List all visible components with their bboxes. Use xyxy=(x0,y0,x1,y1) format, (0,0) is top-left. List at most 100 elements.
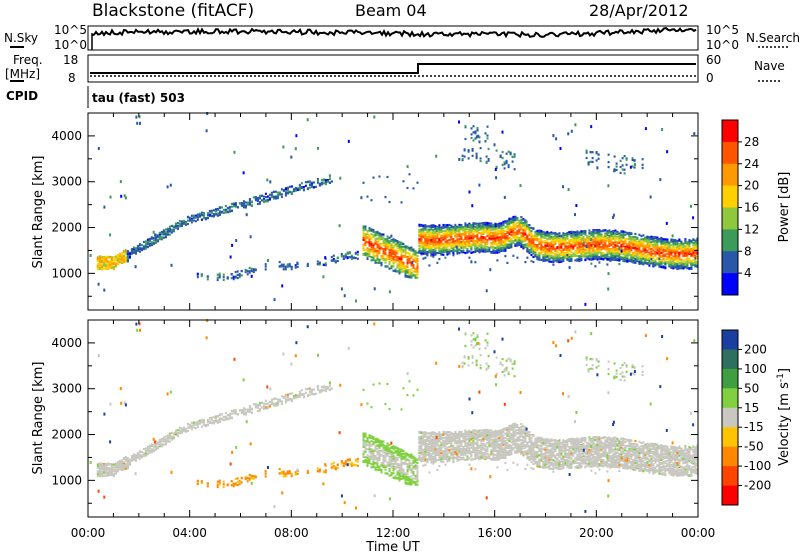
power-cell xyxy=(540,244,543,247)
power-cell xyxy=(192,216,195,219)
power-cell xyxy=(638,245,641,248)
power-cell xyxy=(442,249,445,252)
power-cell xyxy=(414,253,417,256)
power-cell xyxy=(404,252,407,255)
power-cell xyxy=(634,257,637,260)
power-cell xyxy=(378,250,381,253)
power-cell xyxy=(216,212,219,215)
power-cell xyxy=(600,252,603,255)
power-cell xyxy=(588,238,591,241)
power-cell xyxy=(344,256,347,259)
power-cell xyxy=(512,231,515,234)
power-cell xyxy=(492,246,495,249)
power-cell xyxy=(468,235,471,238)
power-cell xyxy=(442,253,445,256)
power-cell xyxy=(180,220,183,223)
power-cell xyxy=(632,240,635,244)
power-cell xyxy=(304,184,307,187)
power-cell xyxy=(592,240,595,243)
power-cell xyxy=(144,247,147,250)
power-cell xyxy=(616,252,619,255)
power-cell xyxy=(676,257,679,260)
power-cell xyxy=(588,244,591,247)
power-cell xyxy=(598,229,601,232)
power-cell xyxy=(388,261,391,264)
power-cell xyxy=(296,188,299,192)
power-cell xyxy=(396,265,399,268)
power-cell xyxy=(540,238,543,241)
power-cell xyxy=(394,250,397,253)
power-cell xyxy=(680,258,683,261)
power-cell xyxy=(662,253,665,256)
power-cell xyxy=(408,270,411,273)
power-cell xyxy=(432,234,435,238)
power-cell xyxy=(506,231,509,234)
power-cell xyxy=(662,240,665,243)
power-cell xyxy=(646,243,649,246)
power-cell xyxy=(356,250,359,253)
power-cell xyxy=(670,247,673,250)
power-cell xyxy=(672,238,675,242)
power-cell xyxy=(380,256,383,259)
power-cell xyxy=(216,207,219,211)
power-cell xyxy=(546,237,549,240)
power-cell xyxy=(398,259,401,263)
power-cell xyxy=(452,252,455,255)
power-cell xyxy=(136,244,139,248)
power-cell xyxy=(542,240,545,243)
power-cell xyxy=(372,229,375,232)
power-cell xyxy=(672,249,675,252)
power-cell xyxy=(450,244,453,247)
power-cell xyxy=(342,255,345,258)
power-cell xyxy=(148,238,151,241)
power-cell xyxy=(558,252,561,255)
power-cell xyxy=(196,272,199,275)
power-cell xyxy=(432,233,435,236)
power-cell xyxy=(608,236,611,239)
power-cell xyxy=(528,227,531,230)
power-cell xyxy=(666,249,669,252)
power-cell xyxy=(528,241,531,244)
power-cell xyxy=(594,256,597,259)
power-cell xyxy=(584,238,587,241)
power-cell xyxy=(264,263,267,266)
power-cell xyxy=(396,242,399,245)
power-cell xyxy=(634,244,637,247)
power-cell xyxy=(480,238,483,241)
power-cell xyxy=(370,259,373,262)
power-cell xyxy=(234,205,237,208)
power-cell xyxy=(612,254,615,258)
power-cell xyxy=(664,249,667,252)
power-cell xyxy=(562,242,565,245)
power-cell xyxy=(412,265,415,268)
power-cell xyxy=(524,226,527,229)
power-cell xyxy=(442,223,445,227)
power-cell xyxy=(496,247,499,250)
power-cell xyxy=(526,256,529,259)
power-cell xyxy=(630,242,633,245)
power-cell xyxy=(646,255,649,258)
power-cell xyxy=(406,258,409,261)
power-cell xyxy=(416,276,419,279)
power-cell xyxy=(298,187,301,190)
power-cell xyxy=(596,232,599,235)
power-cell xyxy=(660,255,663,258)
power-cell xyxy=(606,247,609,250)
power-cell xyxy=(474,226,477,229)
power-cell xyxy=(450,225,453,229)
power-cell xyxy=(658,264,661,267)
power-cell xyxy=(136,247,139,250)
power-cell xyxy=(582,239,585,242)
power-cell xyxy=(312,181,315,184)
power-cell xyxy=(362,231,365,234)
power-cell xyxy=(434,235,437,238)
power-cell xyxy=(414,259,417,262)
power-cell xyxy=(278,265,281,268)
power-cell xyxy=(652,264,655,267)
power-cell xyxy=(298,185,301,189)
power-cell xyxy=(544,236,547,239)
power-cell xyxy=(494,232,497,235)
power-cell xyxy=(348,256,351,259)
power-cell xyxy=(394,259,397,262)
power-cell xyxy=(640,243,643,246)
